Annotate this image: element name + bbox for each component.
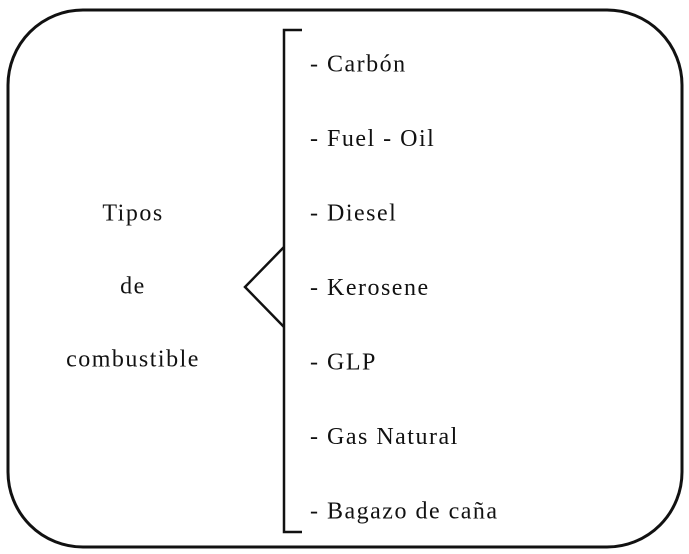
fuel-item: - Carbón — [310, 52, 407, 78]
label-line: Tipos — [102, 201, 163, 227]
label-line: combustible — [66, 347, 200, 373]
fuel-item: - Bagazo de caña — [310, 499, 499, 525]
bracket-point — [243, 246, 285, 328]
fuel-item: - Fuel - Oil — [310, 126, 435, 152]
rounded-frame — [6, 8, 684, 549]
fuel-item: - Kerosene — [310, 275, 430, 301]
label-line: de — [120, 274, 146, 300]
fuel-item: - GLP — [310, 350, 377, 376]
bracket — [282, 28, 302, 534]
fuel-item: - Gas Natural — [310, 424, 459, 450]
fuel-item: - Diesel — [310, 201, 397, 227]
